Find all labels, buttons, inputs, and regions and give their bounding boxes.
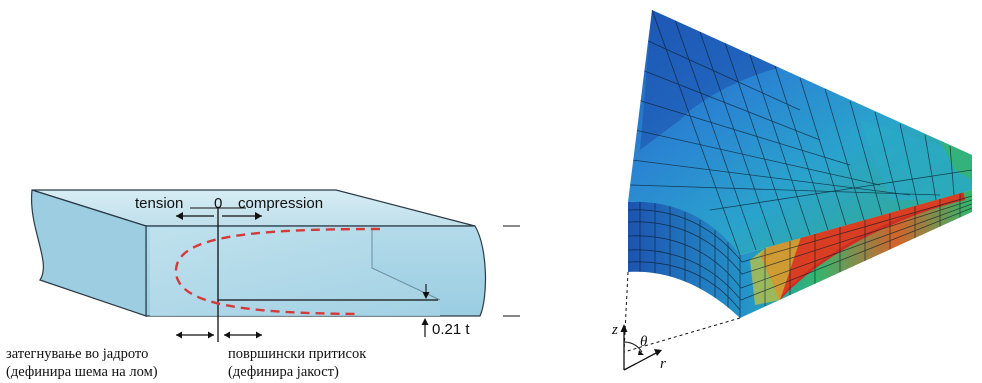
surface-compression-caption-line2: (дефинира јакост) <box>228 364 339 380</box>
slab-section-face <box>150 228 440 316</box>
glass-slab-diagram: tension 0 compression t 0.21 t <box>30 189 520 342</box>
slab-left-end <box>30 189 147 317</box>
core-tension-caption-line2: (дефинира шема на лом) <box>6 364 158 380</box>
fea-wedge-model: z θ r <box>611 10 972 372</box>
theta-label: θ <box>640 334 648 350</box>
r-axis-label: r <box>660 356 666 372</box>
zero-label: 0 <box>214 195 222 212</box>
depth-label: 0.21 t <box>432 321 470 338</box>
core-tension-caption-line1: затегнување во јадрото <box>6 346 149 362</box>
compression-label: compression <box>238 195 323 212</box>
tension-label: tension <box>135 195 183 212</box>
core-tension-caption: затегнување во јадрото (дефинира шема на… <box>6 345 158 381</box>
z-axis-label: z <box>611 322 618 338</box>
r-axis <box>623 351 659 371</box>
surface-compression-caption-line1: површински притисок <box>228 346 367 362</box>
surface-compression-caption: површински притисок (дефинира јакост) <box>228 345 366 381</box>
